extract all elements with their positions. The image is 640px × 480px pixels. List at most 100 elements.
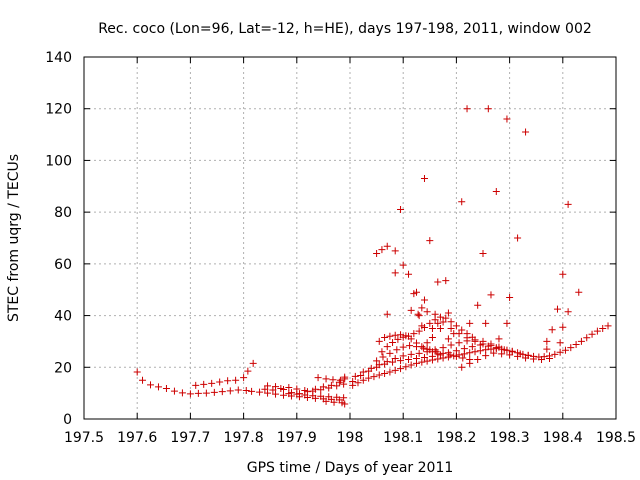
data-point [340,380,348,388]
data-point [423,339,431,347]
data-point [314,374,322,382]
data-point [444,335,452,343]
data-point [495,335,503,343]
data-point [444,309,452,317]
data-point [452,322,460,330]
data-point [399,333,407,341]
data-point [604,322,612,330]
data-point [415,327,423,335]
data-point [490,349,498,357]
data-point [495,343,503,351]
data-point [391,366,399,374]
data-point [436,325,444,332]
data-point [375,371,383,379]
data-point [336,376,344,384]
data-points [133,105,612,408]
data-point [442,314,450,322]
data-point [466,349,474,357]
data-point [370,373,378,381]
data-point [420,296,428,304]
data-point [447,325,455,332]
data-point [391,331,399,339]
data-point [471,337,479,345]
data-point [458,198,466,206]
data-point [202,389,210,397]
data-point [329,376,337,384]
data-point [583,334,591,342]
data-point [397,206,405,214]
data-point [272,383,280,391]
data-point [311,385,319,393]
y-tick-label: 60 [54,257,72,273]
x-tick-label: 198.4 [543,430,583,446]
data-point [301,391,309,399]
data-point [154,383,162,391]
data-point [240,374,248,382]
data-point [418,304,426,312]
y-tick-label: 100 [45,153,72,169]
data-point [466,319,474,327]
data-point [216,378,224,386]
data-point [413,339,420,347]
data-point [340,394,348,402]
data-point [399,261,407,269]
data-point [399,343,407,351]
x-tick-label: 197.8 [224,430,264,446]
data-point [325,393,333,401]
data-point [514,352,522,360]
data-point [397,357,405,365]
data-point [341,400,349,408]
x-tick-label: 198.1 [383,430,423,446]
data-point [381,369,389,377]
data-point [333,393,341,401]
data-point [285,390,293,398]
data-point [538,356,546,364]
data-point [447,318,455,326]
chart-title: Rec. coco (Lon=96, Lat=-12, h=HE), days … [98,21,592,37]
y-axis-label: STEC from uqrg / TECUs [6,154,22,322]
data-point [330,398,338,406]
data-point [561,346,569,354]
data-point [232,376,240,384]
grid-lines [84,57,616,419]
data-point [514,234,522,242]
data-point [200,380,208,388]
data-point [419,344,427,352]
plot-frame [83,56,617,420]
data-point [506,293,514,301]
x-tick-label: 198.2 [436,430,476,446]
data-point [474,356,482,364]
data-point [391,269,399,277]
data-point [426,237,434,245]
x-tick-label: 197.7 [170,430,210,446]
data-point [564,308,572,316]
data-point [402,363,410,371]
data-point [551,350,559,358]
data-point [359,368,367,376]
y-tick-label: 120 [45,102,72,118]
data-point [460,345,468,353]
y-tick-label: 40 [54,309,72,325]
data-point [458,363,466,371]
data-point [428,325,436,332]
data-point [471,348,479,356]
y-tick-label: 0 [63,412,72,428]
data-point [546,354,553,362]
data-point [341,373,349,381]
data-point [463,334,471,342]
data-point [139,376,147,384]
data-point [434,278,442,286]
data-point [389,338,397,346]
data-point [479,250,487,258]
data-point [407,350,415,358]
data-point [413,288,420,296]
data-point [407,361,415,369]
data-point [394,335,402,343]
data-point [413,354,420,362]
data-point [383,242,391,250]
data-point [575,288,583,296]
data-point [285,383,293,391]
data-point [386,368,394,376]
data-point [391,354,399,362]
data-point [378,246,386,254]
